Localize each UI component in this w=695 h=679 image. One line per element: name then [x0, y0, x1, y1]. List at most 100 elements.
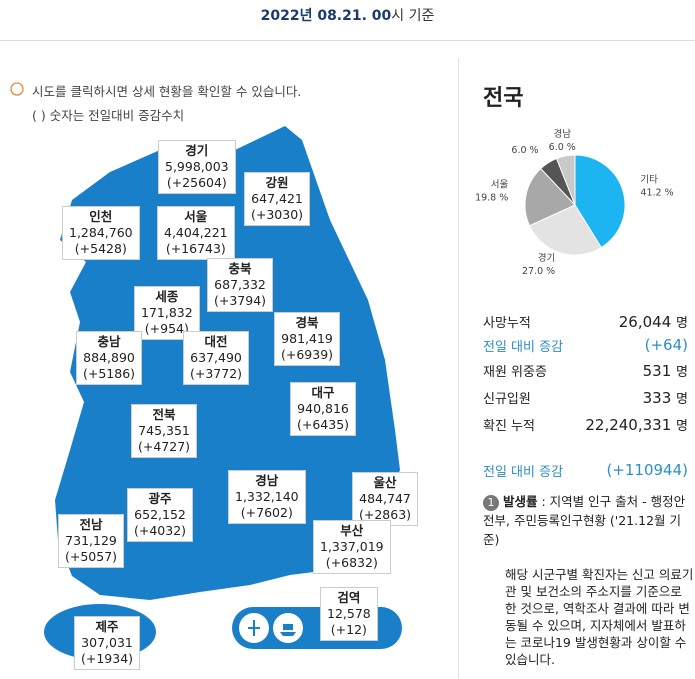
- summary-number: (+64): [644, 336, 688, 354]
- region-name: 서울: [184, 209, 208, 224]
- pie-label: 서울: [491, 180, 509, 191]
- note: 시도를 클릭하시면 상세 현황을 확인할 수 있습니다.: [32, 84, 302, 99]
- region-total: 171,832: [141, 305, 193, 320]
- region-name: 인천: [89, 209, 113, 224]
- summary-number: 26,044: [618, 313, 672, 331]
- region-box[interactable]: 세종 171,832 (+954): [134, 286, 200, 340]
- region-box[interactable]: 경기 5,998,003 (+25604): [158, 140, 236, 194]
- summary-value: 22,240,331 명: [568, 415, 688, 434]
- region-change: (+5428): [74, 241, 127, 256]
- summary-row: 신규입원 333 명: [483, 388, 688, 407]
- pie-slice: [524, 167, 576, 227]
- region-box[interactable]: 인천 1,284,760 (+5428): [62, 206, 140, 260]
- region-name: 경북: [295, 315, 319, 330]
- pie-value-label: 27.0 %: [522, 266, 555, 277]
- region-name: 경기: [185, 143, 209, 158]
- region-total: 1,284,760: [69, 225, 133, 240]
- region-box[interactable]: 충북 687,332 (+3794): [207, 258, 274, 312]
- region-total: 652,152: [134, 507, 186, 522]
- summary-number: (+110944): [606, 461, 688, 479]
- region-box[interactable]: 부산 1,337,019 (+6832): [313, 520, 391, 574]
- summary-value: 531 명: [643, 361, 688, 380]
- summary-row: 확진 누적 22,240,331 명: [483, 415, 688, 434]
- divider: [458, 58, 459, 679]
- region-change: (+4727): [138, 439, 191, 454]
- region-name: 광주: [148, 491, 172, 506]
- summary-label: 확진 누적: [483, 419, 535, 434]
- pie-value-label: 6.0 %: [549, 142, 576, 153]
- pie-label: 기타: [640, 175, 658, 186]
- region-change: (+25604): [166, 175, 227, 190]
- region-box[interactable]: 대구 940,816 (+6435): [290, 382, 357, 436]
- region-box[interactable]: 경남 1,332,140 (+7602): [228, 470, 306, 524]
- region-total: 484,747: [359, 491, 411, 506]
- region-total: 687,332: [214, 277, 266, 292]
- pie-chart: 기타 41.2 % 경기 27.0 % 서울 19.8 % 6.0 % 경남 6.0 %: [475, 128, 674, 277]
- region-total: 731,129: [65, 533, 117, 548]
- pie-value-label: 6.0 %: [511, 145, 538, 156]
- region-change: (+2863): [359, 507, 412, 522]
- region-box[interactable]: 대전 637,490 (+3772): [183, 331, 250, 385]
- footnote: 1 발생률 : 지역별 인구 출처 - 행정안전부, 주민등록인구현황 ('21.…: [483, 492, 693, 549]
- region-name: 경남: [255, 473, 279, 488]
- panel-title: 전국: [483, 86, 524, 111]
- region-total: 1,337,019: [320, 539, 384, 554]
- summary-unit: 명: [676, 392, 688, 407]
- region-total: 637,490: [190, 350, 242, 365]
- summary-row: 전일 대비 증감 (+110944): [483, 461, 688, 480]
- region-name: 강원: [265, 175, 289, 190]
- region-box[interactable]: 서울 4,404,221 (+16743): [157, 206, 235, 260]
- region-name: 대전: [204, 334, 228, 349]
- region-box[interactable]: 경북 981,419 (+6939): [274, 312, 341, 366]
- region-name: 부산: [340, 523, 364, 538]
- region-name: 울산: [373, 475, 397, 490]
- summary-label: 전일 대비 증감: [483, 340, 564, 355]
- region-total: 884,890: [83, 350, 135, 365]
- region-change: (+6939): [281, 347, 334, 362]
- summary-unit: 명: [676, 316, 688, 331]
- region-box[interactable]: 울산 484,747 (+2863): [352, 472, 419, 526]
- region-change: (+5186): [83, 366, 136, 381]
- region-change: (+3794): [214, 293, 267, 308]
- region-box[interactable]: 전남 731,129 (+5057): [58, 514, 125, 568]
- region-name: 전북: [152, 407, 176, 422]
- footnote-number: 1: [483, 495, 499, 511]
- region-total: 745,351: [138, 423, 190, 438]
- summary-row: 재원 위중증 531 명: [483, 361, 688, 380]
- region-change: (+6832): [325, 555, 378, 570]
- region-box[interactable]: 전북 745,351 (+4727): [131, 404, 198, 458]
- region-change: (+7602): [240, 505, 293, 520]
- region-change: (+16743): [165, 241, 226, 256]
- summary-number: 531: [642, 362, 672, 380]
- pie-label: 경기: [538, 252, 555, 264]
- summary-value: (+110944): [606, 461, 688, 479]
- region-total: 1,332,140: [235, 489, 299, 504]
- region-name: 세종: [155, 289, 179, 304]
- region-box[interactable]: 검역 12,578 (+12): [320, 587, 378, 641]
- summary-value: 26,044 명: [619, 312, 688, 331]
- region-change: (+954): [144, 321, 189, 336]
- region-box[interactable]: 광주 652,152 (+4032): [127, 488, 194, 542]
- summary-row: 전일 대비 증감 (+64): [483, 336, 688, 355]
- header-suffix: 시 기준: [391, 8, 435, 24]
- region-name: 충남: [97, 334, 121, 349]
- note: ( ) 숫자는 전일대비 증감수치: [32, 108, 185, 123]
- summary-unit: 명: [676, 365, 688, 380]
- region-total: 12,578: [327, 606, 371, 621]
- region-box[interactable]: 충남 884,890 (+5186): [76, 331, 143, 385]
- summary-number: 333: [642, 389, 672, 407]
- region-name: 제주: [95, 619, 119, 634]
- summary-value: 333 명: [643, 388, 688, 407]
- footnote-text: : 지역별 인구 출처 - 행정안전부, 주민등록인구현황 ('21.12월 기…: [483, 494, 686, 547]
- pie-slice: [555, 154, 576, 206]
- pie-value-label: 19.8 %: [475, 193, 508, 204]
- footnote-term: 발생률: [503, 494, 538, 509]
- pie-label: 경남: [554, 128, 572, 140]
- region-box[interactable]: 제주 307,031 (+1934): [74, 616, 141, 670]
- summary-number: 22,240,331: [585, 416, 672, 434]
- region-name: 대구: [311, 385, 335, 400]
- summary-label: 전일 대비 증감: [483, 465, 564, 480]
- region-box[interactable]: 강원 647,421 (+3030): [244, 172, 311, 226]
